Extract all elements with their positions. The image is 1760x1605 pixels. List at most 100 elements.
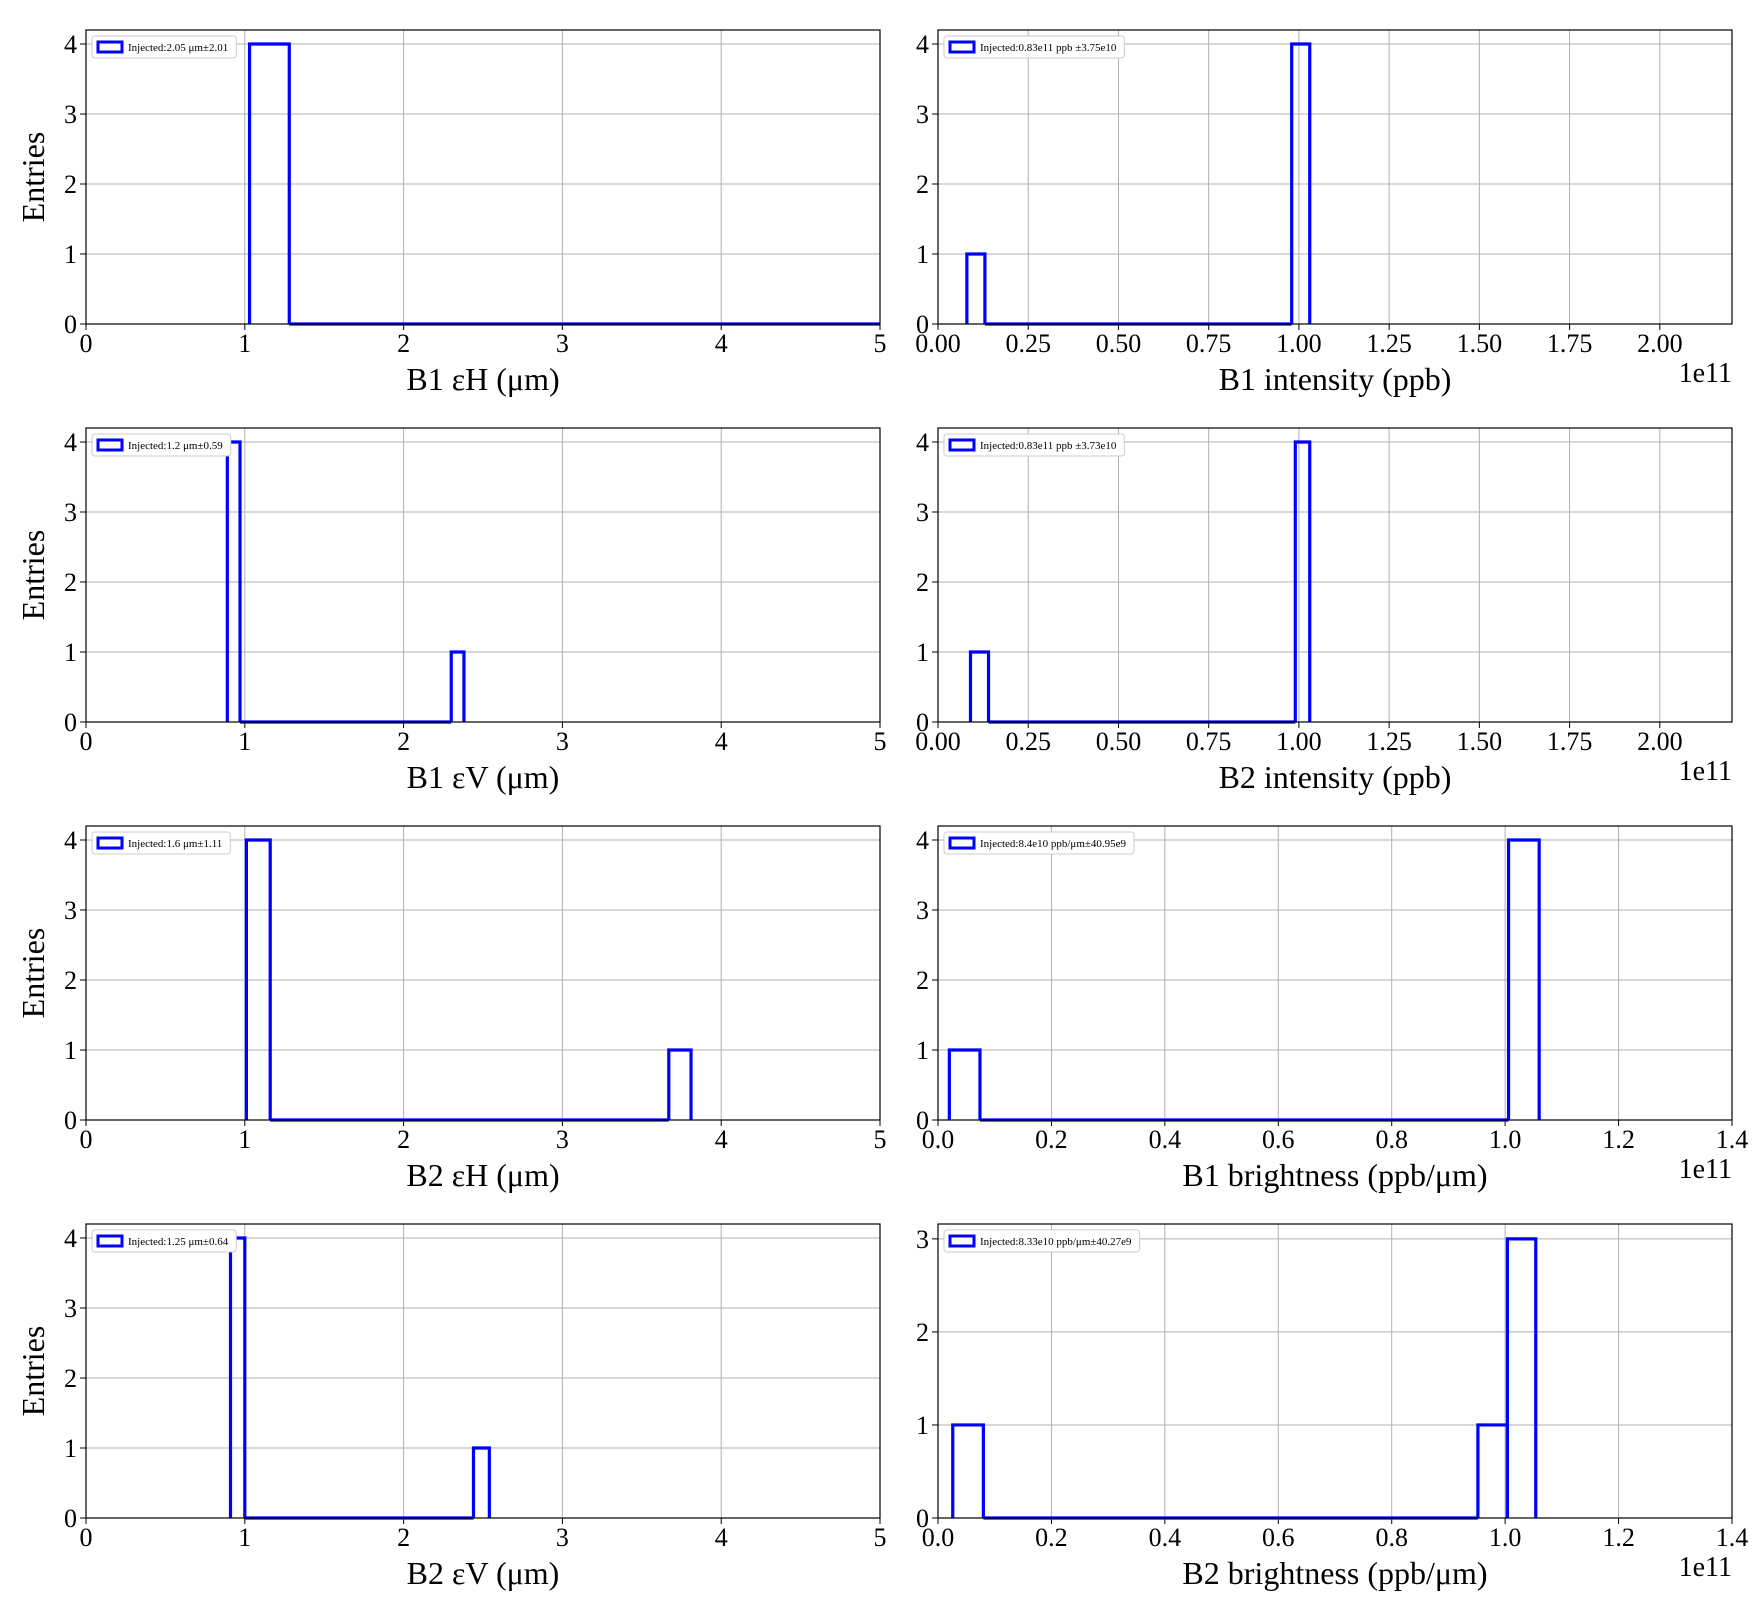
legend-swatch — [948, 836, 976, 850]
y-tick-label: 0 — [916, 310, 929, 339]
x-tick-label: 1.4 — [1716, 1125, 1749, 1154]
histogram-bin — [1290, 42, 1312, 324]
y-tick-label: 4 — [916, 428, 929, 457]
x-tick-label: 0.2 — [1035, 1523, 1068, 1552]
legend-label: Injected:8.33e10 ppb/μm±40.27e9 — [980, 1236, 1132, 1248]
x-axis-label: B1 intensity (ppb) — [1219, 361, 1452, 397]
legend: Injected:1.6 μm±1.11 — [91, 831, 231, 855]
x-tick-label: 1 — [238, 727, 251, 756]
x-tick-label: 2.00 — [1637, 727, 1683, 756]
legend-label: Injected:2.05 μm±2.01 — [128, 42, 228, 54]
y-tick-label: 1 — [64, 240, 77, 269]
legend-box — [943, 1229, 1141, 1253]
legend-label: Injected:1.25 μm±0.64 — [128, 1236, 229, 1248]
x-tick-label: 2 — [397, 329, 410, 358]
y-tick-label: 3 — [916, 1225, 929, 1254]
y-tick-label: 3 — [64, 100, 77, 129]
x-tick-label: 1.0 — [1489, 1523, 1522, 1552]
x-tick-label: 4 — [715, 329, 728, 358]
x-tick-label: 0.8 — [1375, 1125, 1408, 1154]
x-tick-label: 3 — [556, 1523, 569, 1552]
x-tick-label: 0.6 — [1262, 1125, 1295, 1154]
x-tick-label: 1.75 — [1547, 329, 1593, 358]
plot-frame — [937, 825, 1733, 1121]
y-tick-label: 3 — [64, 896, 77, 925]
x-axis-label: B1 brightness (ppb/μm) — [1182, 1157, 1487, 1193]
y-tick-label: 1 — [916, 240, 929, 269]
x-axis-label: B1 εH (μm) — [406, 361, 559, 397]
y-tick-label: 2 — [916, 170, 929, 199]
y-tick-label: 2 — [64, 170, 77, 199]
y-tick-label: 2 — [916, 966, 929, 995]
legend-box — [91, 1229, 237, 1253]
legend-swatch — [96, 836, 124, 850]
y-tick-label: 4 — [64, 1224, 77, 1253]
legend-label: Injected:8.4e10 ppb/μm±40.95e9 — [980, 838, 1127, 850]
y-tick-label: 4 — [916, 826, 929, 855]
x-tick-label: 4 — [715, 1523, 728, 1552]
x-tick-label: 4 — [715, 1125, 728, 1154]
y-tick-label: 2 — [64, 966, 77, 995]
x-tick-label: 0 — [80, 329, 93, 358]
legend-box — [91, 433, 232, 457]
x-tick-label: 3 — [556, 1125, 569, 1154]
y-tick-label: 3 — [916, 498, 929, 527]
y-tick-label: 2 — [916, 1318, 929, 1347]
y-tick-label: 1 — [916, 638, 929, 667]
x-tick-label: 2 — [397, 1125, 410, 1154]
y-axis-label: Entries — [15, 530, 51, 621]
x-offset-label: 1e11 — [1679, 1552, 1732, 1583]
x-tick-label: 5 — [874, 1523, 887, 1552]
x-tick-label: 1.2 — [1602, 1523, 1635, 1552]
plot-frame — [85, 825, 881, 1121]
x-tick-label: 1.4 — [1716, 1523, 1749, 1552]
y-tick-label: 1 — [64, 1434, 77, 1463]
x-tick-label: 5 — [874, 1125, 887, 1154]
x-tick-label: 1 — [238, 329, 251, 358]
x-offset-label: 1e11 — [1679, 358, 1732, 389]
histogram-bin — [247, 42, 291, 324]
y-axis-label: Entries — [15, 928, 51, 1019]
y-tick-label: 3 — [916, 100, 929, 129]
y-tick-label: 4 — [916, 30, 929, 59]
subplot: 0.0 0.2 0.4 0.6 0.8 1.0 1.2 1.4 0 1 2 3 B2 brightnes… — [916, 1223, 1749, 1591]
x-tick-label: 0.6 — [1262, 1523, 1295, 1552]
legend: Injected:1.25 μm±0.64 — [91, 1229, 237, 1253]
subplot: 0 1 2 3 4 5 0 1 2 3 4 B2 εH (μm) Entries Injected:1.6… — [15, 825, 887, 1193]
y-tick-label: 0 — [916, 1504, 929, 1533]
legend-swatch — [96, 438, 124, 452]
x-tick-label: 1 — [238, 1523, 251, 1552]
y-tick-label: 3 — [64, 498, 77, 527]
x-tick-label: 1.2 — [1602, 1125, 1635, 1154]
x-tick-label: 0.50 — [1096, 329, 1142, 358]
x-tick-label: 0.4 — [1149, 1125, 1182, 1154]
subplot: 0 1 2 3 4 5 0 1 2 3 4 B1 εV (μm) Entries Injected:1.2… — [15, 427, 887, 795]
subplot: 0.0 0.2 0.4 0.6 0.8 1.0 1.2 1.4 0 1 2 3 4 B1 brightne… — [916, 825, 1749, 1193]
y-tick-label: 2 — [64, 568, 77, 597]
y-tick-label: 4 — [64, 428, 77, 457]
plot-frame — [85, 1223, 881, 1519]
subplot: 0.00 0.25 0.50 0.75 1.00 1.25 1.50 1.75 2.00 0 1 2 3… — [915, 427, 1733, 795]
x-tick-label: 0.75 — [1186, 329, 1232, 358]
y-tick-label: 0 — [64, 1504, 77, 1533]
legend: Injected:1.2 μm±0.59 — [91, 433, 232, 457]
histogram-bin — [951, 1423, 985, 1518]
histogram-bin — [667, 1048, 693, 1120]
legend-label: Injected:0.83e11 ppb ±3.73e10 — [980, 440, 1117, 452]
histogram-bin — [244, 838, 272, 1120]
subplot: 0 1 2 3 4 5 0 1 2 3 4 B1 εH (μm) Entries Injected:2.0… — [15, 29, 887, 397]
x-tick-label: 0 — [80, 1523, 93, 1552]
x-axis-label: B2 intensity (ppb) — [1219, 759, 1452, 795]
histogram-bin — [1505, 1237, 1538, 1518]
legend-box — [91, 831, 231, 855]
x-tick-label: 5 — [874, 727, 887, 756]
legend-box — [943, 831, 1135, 855]
legend-box — [91, 35, 237, 59]
histogram-bin — [471, 1446, 491, 1518]
y-tick-label: 2 — [916, 568, 929, 597]
x-tick-label: 0.8 — [1375, 1523, 1408, 1552]
x-tick-label: 3 — [556, 329, 569, 358]
y-tick-label: 1 — [916, 1411, 929, 1440]
x-tick-label: 0 — [80, 727, 93, 756]
x-tick-label: 1 — [238, 1125, 251, 1154]
